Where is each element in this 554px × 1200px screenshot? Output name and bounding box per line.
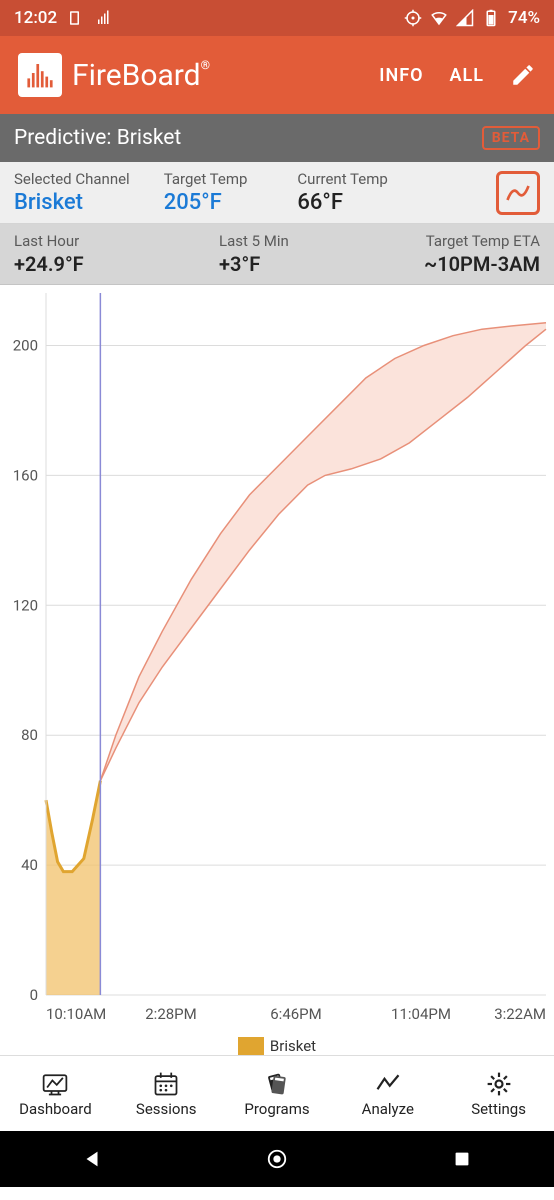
svg-text:10:10AM: 10:10AM — [46, 1005, 106, 1023]
info-button[interactable]: INFO — [379, 65, 423, 86]
svg-text:0: 0 — [30, 986, 38, 1004]
current-temp-value: 66°F — [297, 190, 387, 215]
target-temp-label: Target Temp — [164, 170, 248, 188]
last-hour-label: Last Hour — [14, 232, 219, 250]
status-app-icon-1 — [67, 9, 85, 27]
status-time: 12:02 — [14, 8, 57, 28]
channel-label: Selected Channel — [14, 170, 130, 188]
beta-badge: BETA — [482, 126, 540, 150]
recents-icon[interactable] — [451, 1148, 473, 1170]
eta-value: ~10PM-3AM — [424, 252, 540, 276]
signal-icon — [456, 9, 474, 27]
delta-info-strip: Last Hour +24.9°F Last 5 Min +3°F Target… — [0, 224, 554, 285]
svg-text:6:46PM: 6:46PM — [270, 1005, 321, 1023]
nav-programs[interactable]: Programs — [222, 1056, 333, 1131]
edit-icon[interactable] — [510, 62, 536, 88]
svg-text:2:28PM: 2:28PM — [145, 1005, 196, 1023]
bottom-navigation: Dashboard Sessions Programs Analyze Sett… — [0, 1055, 554, 1131]
legend-swatch — [238, 1037, 264, 1055]
wifi-icon — [430, 9, 448, 27]
svg-text:80: 80 — [21, 726, 38, 744]
home-icon[interactable] — [266, 1148, 288, 1170]
svg-text:160: 160 — [13, 466, 38, 484]
battery-icon — [482, 9, 500, 27]
analyze-icon — [374, 1070, 402, 1098]
chart-legend: Brisket — [0, 1033, 554, 1055]
dashboard-icon — [41, 1070, 69, 1098]
brand-logo[interactable]: FireBoard® — [18, 53, 210, 97]
target-temp-value[interactable]: 205°F — [164, 190, 248, 215]
all-button[interactable]: ALL — [450, 65, 484, 86]
last-hour-value: +24.9°F — [14, 252, 219, 276]
brand-logomark — [18, 53, 62, 97]
battery-percent: 74% — [508, 8, 540, 28]
channel-value[interactable]: Brisket — [14, 190, 130, 215]
app-header: FireBoard® INFO ALL — [0, 36, 554, 114]
page-title: Predictive: Brisket — [14, 126, 181, 150]
nav-analyze[interactable]: Analyze — [332, 1056, 443, 1131]
location-icon — [404, 9, 422, 27]
status-app-icon-2 — [95, 9, 113, 27]
nav-settings[interactable]: Settings — [443, 1056, 554, 1131]
last-5min-value: +3°F — [219, 252, 424, 276]
svg-text:120: 120 — [13, 596, 38, 614]
svg-text:11:04PM: 11:04PM — [391, 1005, 451, 1023]
page-title-bar: Predictive: Brisket BETA — [0, 114, 554, 162]
nav-sessions[interactable]: Sessions — [111, 1056, 222, 1131]
svg-text:3:22AM: 3:22AM — [494, 1005, 546, 1023]
eta-label: Target Temp ETA — [424, 232, 540, 250]
svg-text:40: 40 — [21, 856, 38, 874]
predictive-chart[interactable]: 0 40 80 120 160 200 10:10AM 2:28PM 6:46PM 11:04PM… — [0, 285, 554, 1055]
settings-icon — [485, 1070, 513, 1098]
sessions-icon — [152, 1070, 180, 1098]
chart-mode-button[interactable] — [496, 171, 540, 215]
svg-text:200: 200 — [13, 336, 38, 354]
current-temp-label: Current Temp — [297, 170, 387, 188]
legend-label: Brisket — [270, 1037, 316, 1055]
brand-name: FireBoard® — [72, 58, 210, 93]
nav-dashboard[interactable]: Dashboard — [0, 1056, 111, 1131]
back-icon[interactable] — [81, 1148, 103, 1170]
android-status-bar: 12:02 74% — [0, 0, 554, 36]
android-nav-bar — [0, 1131, 554, 1187]
last-5min-label: Last 5 Min — [219, 232, 424, 250]
programs-icon — [263, 1070, 291, 1098]
channel-info-strip: Selected Channel Brisket Target Temp 205… — [0, 162, 554, 224]
